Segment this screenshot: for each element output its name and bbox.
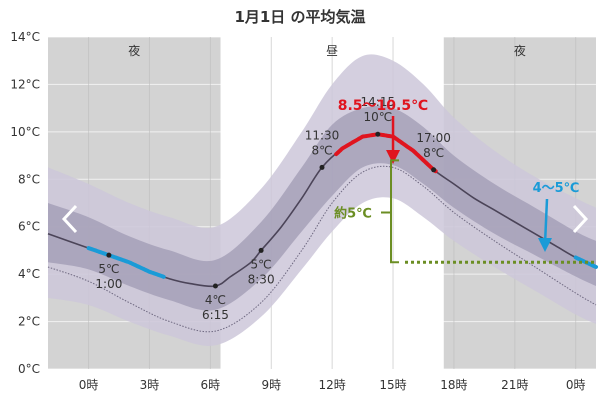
y-tick-label: 14°C (10, 30, 40, 44)
inner-range-band (48, 105, 596, 311)
period-labels: 夜昼夜 (128, 43, 526, 58)
y-tick-label: 12°C (10, 77, 40, 91)
point-label-line1-5: 17:00 (416, 131, 451, 145)
chevron-left-icon[interactable] (61, 204, 78, 234)
highlight-segment-1 (86, 246, 166, 279)
y-tick-label: 0°C (18, 362, 40, 376)
red-arrow-head (386, 150, 401, 164)
point-label-line1-3: 11:30 (305, 128, 340, 142)
x-axis-ticks: 0時 3時 6時 9時 12時 15時 18時 21時 0時 (79, 378, 586, 392)
point-label-line1-1: 4℃ (205, 293, 226, 307)
blue-arrow-head (538, 238, 552, 252)
point-label-line1-0: 5℃ (98, 262, 119, 276)
y-tick-label: 2°C (18, 315, 40, 329)
point-label-line1-4: 14:15 (361, 95, 396, 109)
green-bracket (381, 159, 400, 264)
point-label-line2-2: 8:30 (248, 272, 275, 286)
data-point-5 (431, 167, 437, 173)
point-label-line2-3: 8℃ (311, 143, 332, 157)
data-point-2 (258, 247, 264, 253)
dotted-lower-curve (47, 165, 597, 333)
y-tick-label: 8°C (18, 172, 40, 186)
period-label-1: 昼 (326, 44, 338, 58)
data-point-4 (375, 131, 381, 137)
period-label-2: 夜 (514, 43, 526, 58)
x-tick-label: 0時 (79, 378, 99, 392)
difference-label: 約5℃ (334, 205, 372, 221)
lower-dotted-line (47, 165, 597, 333)
x-tick-label: 3時 (140, 378, 160, 392)
red-range-label: 8.5～10.5℃ (338, 98, 428, 114)
blue-range-label: 4～5℃ (533, 181, 580, 196)
y-tick-label: 6°C (18, 220, 40, 234)
data-point-3 (319, 164, 325, 170)
chevron-right-icon[interactable] (572, 204, 589, 234)
y-axis-ticks: 0°C 2°C 4°C 6°C 8°C 10°C 12°C 14°C (10, 30, 40, 376)
data-point-0 (106, 252, 112, 258)
point-label-line2-1: 6:15 (202, 308, 229, 322)
point-label-line2-4: 10℃ (363, 110, 392, 124)
y-tick-label: 10°C (10, 125, 40, 139)
x-tick-label: 6時 (201, 378, 221, 392)
period-label-0: 夜 (128, 43, 140, 58)
data-point-1 (212, 283, 218, 289)
highlight-segment-0 (334, 132, 438, 174)
x-tick-label: 21時 (501, 378, 528, 392)
x-tick-label: 0時 (566, 378, 586, 392)
point-label-line1-2: 5℃ (251, 257, 272, 271)
x-tick-label: 9時 (261, 378, 281, 392)
blue-arrow-shaft (543, 198, 549, 245)
chart-title: 1月1日 の平均気温 (234, 8, 365, 26)
annotations: 8.5～10.5℃ 4～5℃ 約5℃ (334, 98, 596, 264)
point-label-line2-5: 8℃ (423, 146, 444, 160)
x-tick-label: 18時 (440, 378, 467, 392)
inner-band-area (48, 105, 596, 311)
point-label-line2-0: 1:00 (95, 277, 122, 291)
x-tick-label: 12時 (319, 378, 346, 392)
y-tick-label: 4°C (18, 267, 40, 281)
x-tick-label: 15時 (379, 378, 406, 392)
